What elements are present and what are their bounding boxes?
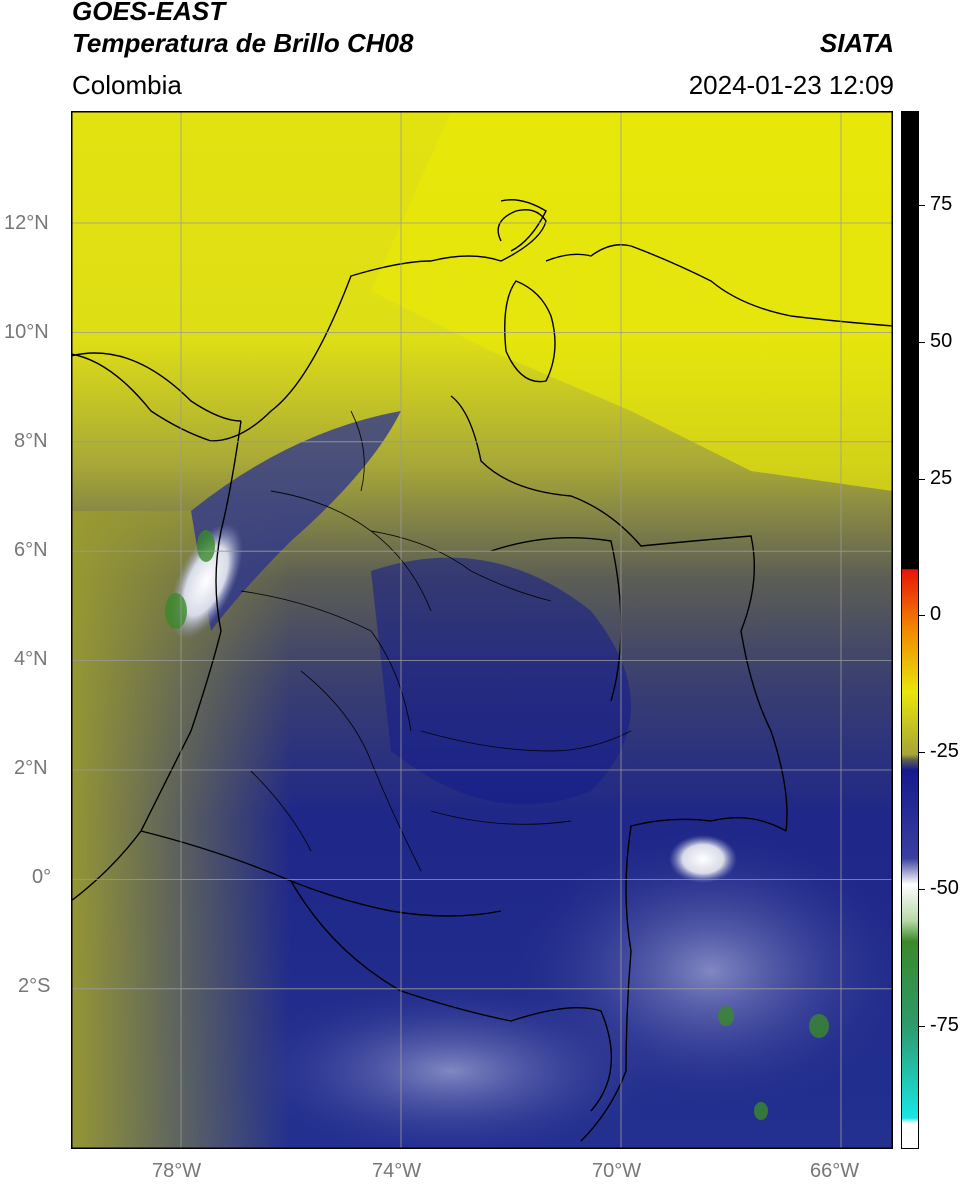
lat-label-2s: 2°S — [18, 975, 51, 997]
cloud-top-green-e — [754, 1102, 768, 1120]
caribbean-coast — [71, 209, 547, 442]
admin-border-8 — [250, 770, 312, 852]
colorbar-tick-minus25 — [919, 752, 925, 753]
ecuador-border — [140, 830, 502, 917]
lat-label-10n: 10°N — [4, 321, 49, 343]
map-panel — [71, 111, 893, 1149]
pacific-coast — [71, 420, 242, 902]
cloud-top-green-d — [718, 1006, 734, 1026]
admin-border-2 — [240, 590, 412, 732]
venezuela-inner-line — [490, 536, 622, 702]
colorbar-tick-50 — [919, 342, 925, 343]
colorbar-label-minus50: -50 — [930, 877, 959, 899]
admin-border-4 — [370, 530, 552, 602]
lon-label-74w: 74°W — [372, 1160, 422, 1182]
lon-label-78w: 78°W — [152, 1160, 202, 1182]
cloud-top-green-a — [197, 530, 215, 562]
colorbar-label-0: 0 — [930, 603, 942, 625]
south-haze — [231, 981, 671, 1149]
brazil-border — [580, 816, 787, 1142]
colorbar-tick-0 — [919, 615, 925, 616]
venezuela-coast — [545, 244, 893, 327]
colorbar-tick-minus75 — [919, 1026, 925, 1027]
satellite-title: GOES-EAST — [72, 0, 226, 26]
graticule — [71, 111, 893, 1149]
convective-cloud-northwest — [169, 523, 243, 639]
venezuela-border — [450, 395, 788, 832]
lon-label-66w: 66°W — [810, 1160, 860, 1182]
admin-border-5 — [350, 410, 365, 492]
datetime-label: 2024-01-23 12:09 — [688, 70, 894, 100]
convective-cloud-east — [669, 835, 737, 883]
colorbar — [901, 111, 919, 1149]
lat-label-6n: 6°N — [14, 539, 48, 561]
admin-border-6 — [420, 730, 632, 752]
admin-border-7 — [430, 810, 572, 825]
northwest-cloud-band — [191, 411, 401, 631]
cloud-top-green-b — [165, 593, 187, 629]
brand-label: SIATA — [819, 28, 894, 58]
lat-label-4n: 4°N — [14, 648, 48, 670]
colorbar-label-50: 50 — [930, 330, 953, 352]
map-frame — [71, 111, 893, 1149]
colorbar-label-minus75: -75 — [930, 1014, 959, 1036]
colorbar-frame — [901, 111, 919, 1149]
guajira-peninsula — [500, 199, 547, 252]
lat-label-2n: 2°N — [14, 757, 48, 779]
admin-border-3 — [300, 670, 422, 872]
colorbar-label-minus25: -25 — [930, 740, 959, 762]
lake-maracaibo — [504, 280, 556, 383]
lat-label-0: 0° — [32, 866, 52, 888]
lon-label-70w: 70°W — [592, 1160, 642, 1182]
colorbar-label-25: 25 — [930, 467, 953, 489]
colorbar-label-75: 75 — [930, 193, 953, 215]
internal-admin-borders — [240, 410, 632, 872]
coastlines-and-borders — [71, 199, 893, 1142]
peru-border — [290, 880, 613, 1112]
colorbar-fill — [901, 111, 919, 1149]
colorbar-tick-25 — [919, 479, 925, 480]
lat-label-8n: 8°N — [14, 430, 48, 452]
cloud-top-green-c — [809, 1014, 829, 1038]
colorbar-tick-75 — [919, 205, 925, 206]
lat-label-12n: 12°N — [4, 212, 49, 234]
region-label: Colombia — [72, 70, 182, 100]
product-title: Temperatura de Brillo CH08 — [72, 28, 414, 58]
deep-blue-core — [371, 557, 631, 805]
colorbar-tick-minus50 — [919, 889, 925, 890]
northeast-bright-yellow — [371, 111, 893, 491]
